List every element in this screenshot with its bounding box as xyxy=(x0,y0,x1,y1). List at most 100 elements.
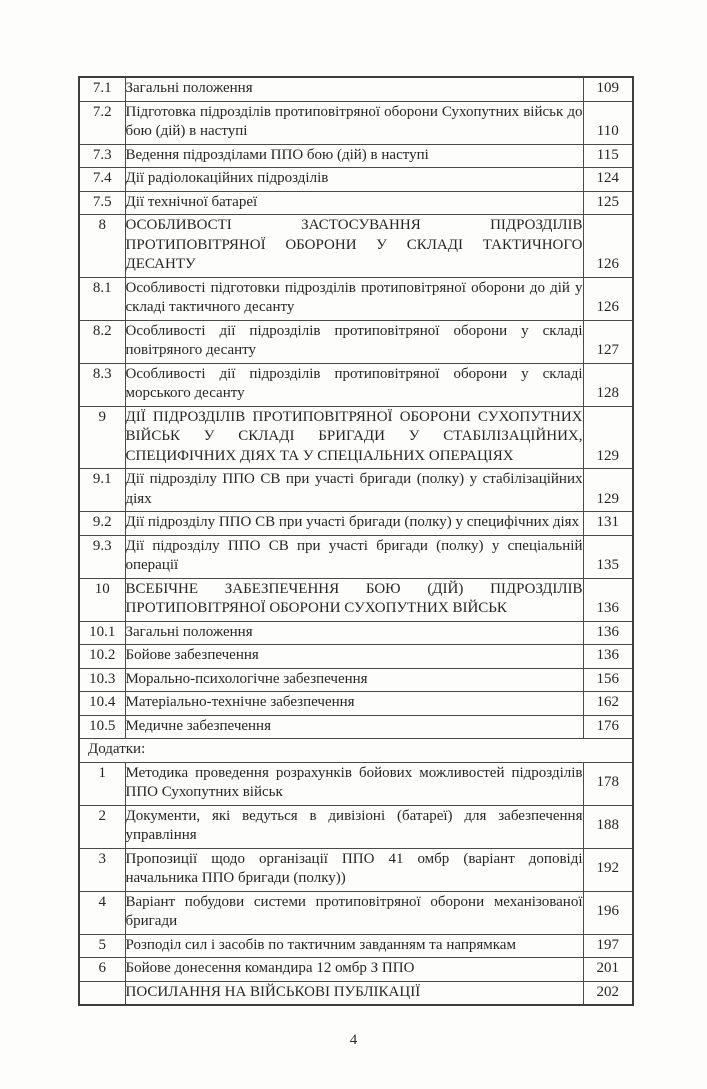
toc-row-title: ДІЇ ПІДРОЗДІЛІВ ПРОТИПОВІТРЯНОЇ ОБОРОНИ … xyxy=(124,405,584,469)
toc-row-title: Дії підрозділу ППО СВ при участі бригади… xyxy=(124,468,584,512)
toc-row-title: ПОСИЛАННЯ НА ВІЙСЬКОВІ ПУБЛІКАЦІЇ xyxy=(124,980,584,1006)
table-row: 7.5 Дії технічної батареї 125 xyxy=(78,190,634,215)
toc-row-page: 136 xyxy=(582,577,634,622)
table-row: 9 ДІЇ ПІДРОЗДІЛІВ ПРОТИПОВІТРЯНОЇ ОБОРОН… xyxy=(78,405,634,469)
toc-row-title: Документи, які ведуться в дивізіоні (бат… xyxy=(124,804,584,849)
toc-row-number: 3 xyxy=(78,847,126,892)
table-section-row: Додатки: xyxy=(78,738,634,763)
toc-row-page: 124 xyxy=(582,167,634,192)
toc-row-number: 10.1 xyxy=(78,620,126,645)
toc-row-number: 9.2 xyxy=(78,511,126,536)
table-row: 8.2 Особливості дії підрозділів протипов… xyxy=(78,319,634,364)
toc-row-number: 9.1 xyxy=(78,468,126,512)
toc-row-number: 7.1 xyxy=(78,76,126,102)
table-row: 9.1 Дії підрозділу ППО СВ при участі бри… xyxy=(78,468,634,512)
toc-row-number: 10.4 xyxy=(78,691,126,716)
table-row: 3 Пропозиції щодо організації ППО 41 омб… xyxy=(78,847,634,892)
toc-row-number: 8.1 xyxy=(78,276,126,321)
toc-row-page: 196 xyxy=(582,890,634,935)
toc-row-title: ВСЕБІЧНЕ ЗАБЕЗПЕЧЕННЯ БОЮ (ДІЙ) ПІДРОЗДІ… xyxy=(124,577,584,622)
toc-row-page: 178 xyxy=(582,761,634,806)
appendix-section-label: Додатки: xyxy=(78,738,634,763)
table-row: 10 ВСЕБІЧНЕ ЗАБЕЗПЕЧЕННЯ БОЮ (ДІЙ) ПІДРО… xyxy=(78,577,634,622)
toc-row-page: 136 xyxy=(582,644,634,669)
toc-row-title: Методика проведення розрахунків бойових … xyxy=(124,761,584,806)
toc-row-number: 8.3 xyxy=(78,362,126,407)
table-row: 9.2 Дії підрозділу ППО СВ при участі бри… xyxy=(78,511,634,536)
toc-row-page: 201 xyxy=(582,957,634,982)
toc-row-number: 6 xyxy=(78,957,126,982)
toc-row-title: Бойове донесення командира 12 омбр З ППО xyxy=(124,957,584,982)
page-number: 4 xyxy=(349,1032,358,1048)
toc-row-page: 129 xyxy=(582,405,634,469)
toc-row-page: 192 xyxy=(582,847,634,892)
table-row: 6 Бойове донесення командира 12 омбр З П… xyxy=(78,957,634,982)
toc-row-number: 8 xyxy=(78,214,126,278)
toc-row-number: 10.5 xyxy=(78,714,126,739)
toc-row-title: Дії підрозділу ППО СВ при участі бригади… xyxy=(124,511,584,536)
table-row: 7.1 Загальні положення 109 xyxy=(78,76,634,102)
toc-row-number: 7.2 xyxy=(78,100,126,145)
toc-row-page: 129 xyxy=(582,468,634,512)
toc-row-title: ОСОБЛИВОСТІ ЗАСТОСУВАННЯ ПІДРОЗДІЛІВ ПРО… xyxy=(124,214,584,278)
toc-row-number xyxy=(78,980,126,1006)
toc-row-title: Варіант побудови системи протиповітряної… xyxy=(124,890,584,935)
table-row: 10.1 Загальні положення 136 xyxy=(78,620,634,645)
toc-row-number: 5 xyxy=(78,933,126,958)
toc-row-number: 10.3 xyxy=(78,667,126,692)
table-row: 8 ОСОБЛИВОСТІ ЗАСТОСУВАННЯ ПІДРОЗДІЛІВ П… xyxy=(78,214,634,278)
toc-row-page: 197 xyxy=(582,933,634,958)
toc-row-number: 9.3 xyxy=(78,534,126,579)
table-row: 10.4 Матеріально-технічне забезпечення 1… xyxy=(78,691,634,716)
toc-row-page: 188 xyxy=(582,804,634,849)
table-row: 7.3 Ведення підрозділами ППО бою (дій) в… xyxy=(78,143,634,168)
toc-row-title: Бойове забезпечення xyxy=(124,644,584,669)
toc-row-title: Дії технічної батареї xyxy=(124,190,584,215)
toc-row-number: 10.2 xyxy=(78,644,126,669)
toc-row-title: Ведення підрозділами ППО бою (дій) в нас… xyxy=(124,143,584,168)
toc-row-number: 1 xyxy=(78,761,126,806)
toc-row-title: Дії підрозділу ППО СВ при участі бригади… xyxy=(124,534,584,579)
table-row: 9.3 Дії підрозділу ППО СВ при участі бри… xyxy=(78,534,634,579)
toc-row-page: 115 xyxy=(582,143,634,168)
toc-row-number: 2 xyxy=(78,804,126,849)
table-row: ПОСИЛАННЯ НА ВІЙСЬКОВІ ПУБЛІКАЦІЇ 202 xyxy=(78,980,634,1006)
table-row: 8.3 Особливості дії підрозділів протипов… xyxy=(78,362,634,407)
toc-row-title: Особливості підготовки підрозділів проти… xyxy=(124,276,584,321)
table-row: 1 Методика проведення розрахунків бойови… xyxy=(78,761,634,806)
table-row: 4 Варіант побудови системи протиповітрян… xyxy=(78,890,634,935)
toc-row-number: 7.5 xyxy=(78,190,126,215)
table-row: 10.3 Морально-психологічне забезпечення … xyxy=(78,667,634,692)
toc-row-title: Дії радіолокаційних підрозділів xyxy=(124,167,584,192)
toc-row-number: 4 xyxy=(78,890,126,935)
toc-row-page: 128 xyxy=(582,362,634,407)
toc-row-number: 10 xyxy=(78,577,126,622)
toc-row-number: 9 xyxy=(78,405,126,469)
toc-row-title: Матеріально-технічне забезпечення xyxy=(124,691,584,716)
table-row: 10.5 Медичне забезпечення 176 xyxy=(78,714,634,739)
table-row: 10.2 Бойове забезпечення 136 xyxy=(78,644,634,669)
toc-row-number: 7.4 xyxy=(78,167,126,192)
toc-row-number: 7.3 xyxy=(78,143,126,168)
toc-row-page: 176 xyxy=(582,714,634,739)
toc-row-page: 126 xyxy=(582,214,634,278)
toc-row-page: 110 xyxy=(582,100,634,145)
toc-row-title: Загальні положення xyxy=(124,620,584,645)
toc-table: 7.1 Загальні положення 109 7.2 Підготовк… xyxy=(78,76,634,1006)
table-row: 2 Документи, які ведуться в дивізіоні (б… xyxy=(78,804,634,849)
toc-row-number: 8.2 xyxy=(78,319,126,364)
toc-row-title: Підготовка підрозділів протиповітряної о… xyxy=(124,100,584,145)
table-row: 5 Розподіл сил і засобів по тактичним за… xyxy=(78,933,634,958)
toc-row-title: Загальні положення xyxy=(124,76,584,102)
table-row: 7.2 Підготовка підрозділів протиповітрян… xyxy=(78,100,634,145)
toc-row-page: 135 xyxy=(582,534,634,579)
toc-row-page: 136 xyxy=(582,620,634,645)
toc-row-page: 127 xyxy=(582,319,634,364)
toc-row-title: Особливості дії підрозділів протиповітря… xyxy=(124,319,584,364)
toc-row-page: 202 xyxy=(582,980,634,1006)
toc-row-page: 156 xyxy=(582,667,634,692)
toc-row-page: 126 xyxy=(582,276,634,321)
toc-row-page: 131 xyxy=(582,511,634,536)
toc-row-page: 162 xyxy=(582,691,634,716)
